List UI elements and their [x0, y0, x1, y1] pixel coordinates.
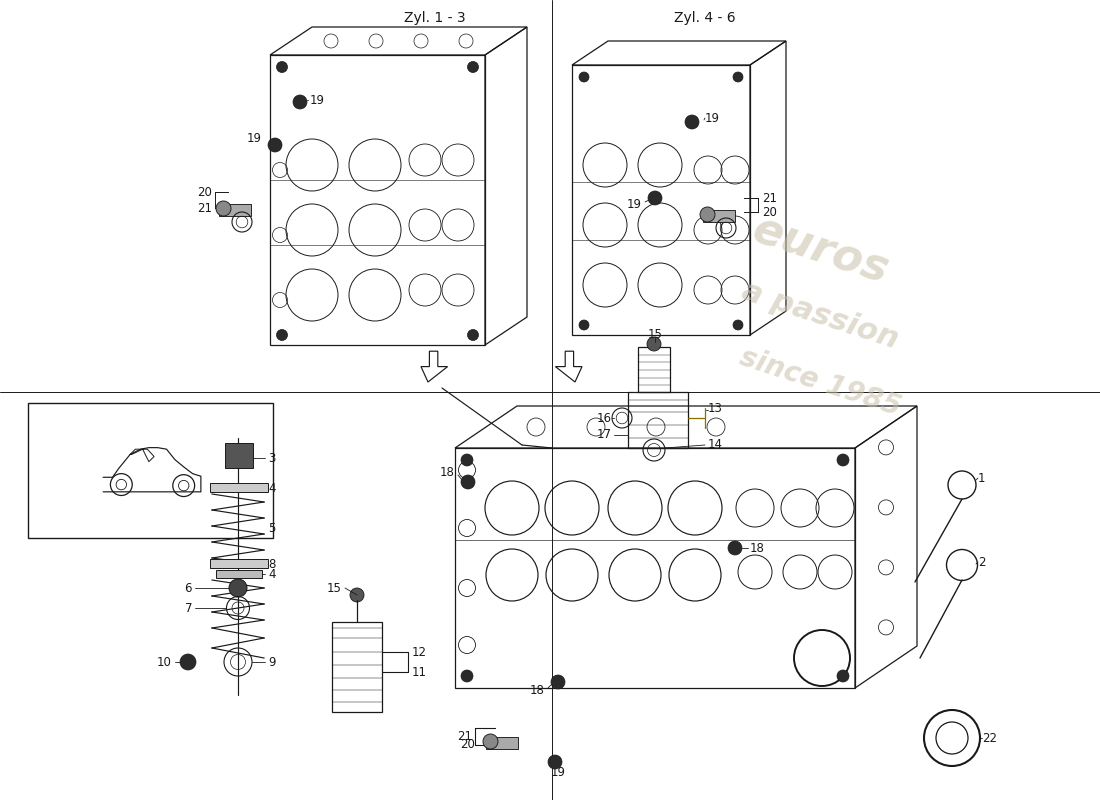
Text: 15: 15	[648, 329, 662, 342]
Text: 19: 19	[310, 94, 324, 106]
Circle shape	[579, 320, 588, 330]
Circle shape	[293, 95, 307, 109]
Circle shape	[461, 454, 473, 466]
Text: 4: 4	[268, 482, 275, 494]
Bar	[455, 448, 855, 688]
Text: 3: 3	[268, 451, 275, 465]
Bar	[210, 559, 268, 568]
Text: 21: 21	[456, 730, 472, 742]
Circle shape	[733, 320, 742, 330]
Circle shape	[350, 588, 364, 602]
Text: 20: 20	[762, 206, 777, 218]
Text: 12: 12	[412, 646, 427, 658]
Bar	[332, 622, 382, 712]
Bar	[210, 483, 268, 492]
Bar	[628, 392, 688, 448]
Bar	[216, 570, 262, 578]
Circle shape	[551, 675, 565, 689]
Text: 13: 13	[708, 402, 723, 414]
Circle shape	[276, 330, 287, 341]
Text: 17: 17	[597, 429, 612, 442]
Circle shape	[461, 475, 475, 489]
Text: since 1985: since 1985	[736, 342, 904, 422]
Bar	[270, 55, 485, 345]
Bar	[226, 443, 253, 468]
Text: 8: 8	[268, 558, 275, 570]
Text: 18: 18	[530, 683, 544, 697]
Text: 4: 4	[268, 567, 275, 581]
Text: 7: 7	[185, 602, 192, 614]
Text: Zyl. 4 - 6: Zyl. 4 - 6	[674, 11, 736, 25]
Circle shape	[268, 138, 282, 152]
Text: 15: 15	[327, 582, 342, 594]
Bar	[219, 204, 251, 216]
Text: 11: 11	[412, 666, 427, 678]
Text: euros: euros	[747, 208, 893, 292]
Circle shape	[180, 654, 196, 670]
Bar	[572, 65, 750, 335]
Circle shape	[685, 115, 698, 129]
Text: 19: 19	[248, 131, 262, 145]
Text: 21: 21	[762, 191, 777, 205]
Circle shape	[837, 454, 849, 466]
Circle shape	[733, 72, 742, 82]
Circle shape	[579, 72, 588, 82]
Bar	[486, 737, 518, 749]
Circle shape	[468, 330, 478, 341]
Circle shape	[548, 755, 562, 769]
Text: 18: 18	[750, 542, 764, 554]
Text: 1: 1	[978, 471, 986, 485]
Text: 16: 16	[597, 411, 612, 425]
Circle shape	[483, 734, 498, 749]
Text: 6: 6	[185, 582, 192, 594]
Text: 19: 19	[550, 766, 565, 778]
Text: 5: 5	[268, 522, 275, 534]
Text: 10: 10	[157, 655, 172, 669]
Bar	[638, 347, 670, 392]
Circle shape	[229, 579, 248, 597]
Text: 19: 19	[627, 198, 642, 211]
Text: 21: 21	[197, 202, 212, 214]
Text: 20: 20	[460, 738, 475, 751]
Circle shape	[837, 670, 849, 682]
Text: 18: 18	[440, 466, 455, 478]
Bar	[28, 403, 273, 538]
Text: 9: 9	[268, 655, 275, 669]
Circle shape	[461, 670, 473, 682]
Text: 20: 20	[197, 186, 212, 198]
Bar	[703, 210, 735, 222]
Circle shape	[216, 201, 231, 216]
Circle shape	[728, 541, 743, 555]
Circle shape	[468, 62, 478, 73]
Circle shape	[700, 207, 715, 222]
Text: a passion: a passion	[738, 276, 902, 354]
Text: 14: 14	[708, 438, 723, 451]
Circle shape	[648, 191, 662, 205]
Circle shape	[647, 337, 661, 351]
Text: Zyl. 1 - 3: Zyl. 1 - 3	[404, 11, 465, 25]
Circle shape	[276, 62, 287, 73]
Text: 2: 2	[978, 555, 986, 569]
Text: 19: 19	[705, 111, 720, 125]
Text: 22: 22	[982, 731, 997, 745]
